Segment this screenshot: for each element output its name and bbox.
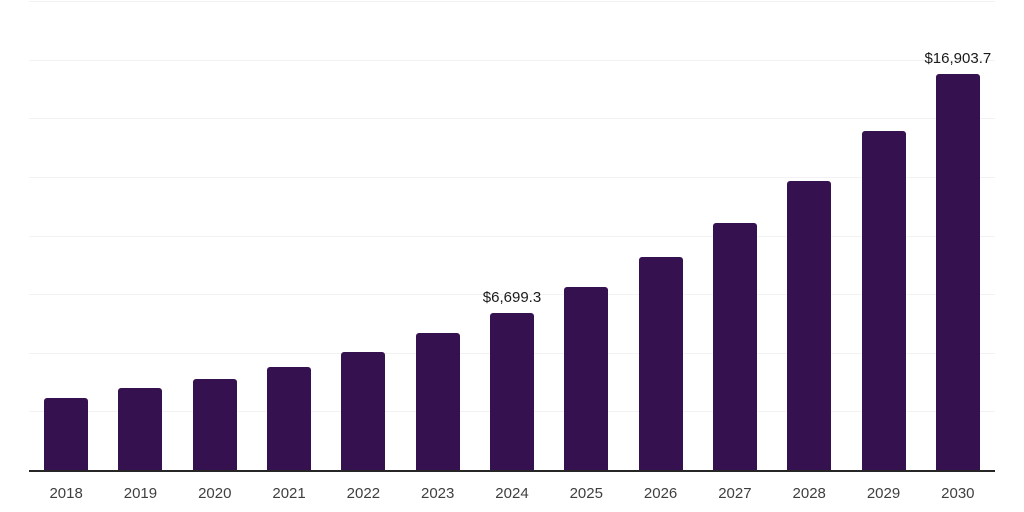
gridline-17500 [29, 59, 995, 61]
x-axis-line [29, 470, 995, 472]
x-tick-2026: 2026 [643, 485, 678, 502]
bar-2026[interactable] [638, 256, 683, 470]
x-tick-2023: 2023 [420, 485, 455, 502]
bar-2023[interactable] [415, 333, 460, 470]
x-tick-2022: 2022 [346, 485, 381, 502]
x-tick-2021: 2021 [272, 485, 306, 502]
x-tick-2029: 2029 [866, 485, 901, 502]
bar-2020[interactable] [192, 379, 237, 470]
x-tick-2028: 2028 [792, 485, 826, 502]
bar-2018[interactable] [44, 397, 89, 470]
data-label-2024: $6,699.3 [482, 288, 542, 306]
x-tick-2027: 2027 [718, 485, 752, 502]
data-label-2030: $16,903.7 [924, 49, 992, 67]
bar-2029[interactable] [861, 131, 906, 470]
x-tick-2024: 2024 [495, 485, 529, 502]
x-tick-2020: 2020 [198, 485, 232, 502]
bar-2021[interactable] [267, 367, 312, 470]
bar-2022[interactable] [341, 352, 386, 470]
x-tick-2019: 2019 [123, 485, 158, 502]
gridline-12500 [29, 176, 995, 178]
x-tick-2018: 2018 [49, 485, 83, 502]
gridline-7500 [29, 294, 995, 296]
x-tick-2025: 2025 [569, 485, 603, 502]
gridline-15000 [29, 118, 995, 120]
bar-2028[interactable] [787, 180, 832, 470]
bar-2025[interactable] [564, 286, 609, 470]
bar-2024[interactable] [490, 312, 534, 470]
bar-2019[interactable] [118, 388, 163, 470]
gridline-10000 [29, 235, 995, 237]
plot-area: $6,699.3 $16,903.7 [29, 1, 995, 472]
gridline-20000 [29, 1, 995, 2]
bar-2027[interactable] [712, 222, 757, 470]
bar-2030[interactable] [935, 73, 980, 470]
x-tick-2030: 2030 [941, 485, 975, 502]
